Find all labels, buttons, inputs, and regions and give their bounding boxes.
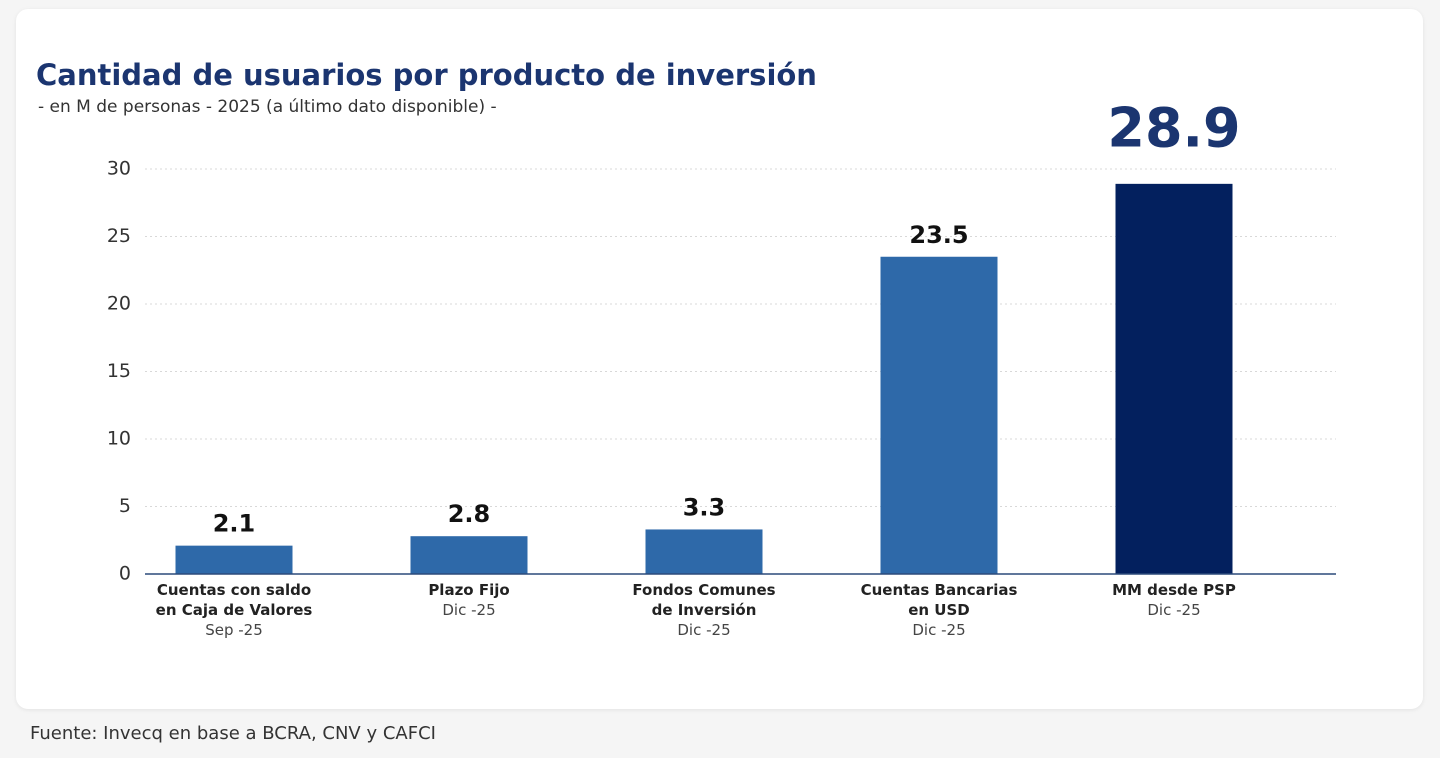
value-label: 23.5	[909, 221, 968, 249]
y-tick-label: 5	[119, 495, 131, 517]
category-date: Dic -25	[912, 621, 966, 639]
y-tick-label: 30	[107, 158, 131, 180]
category-name: Cuentas con saldo en Caja de Valores	[155, 581, 313, 619]
category-date: Dic -25	[1147, 601, 1201, 619]
category-date: Dic -25	[442, 601, 496, 619]
category-name: MM desde PSP	[1112, 581, 1236, 599]
value-label: 2.8	[448, 500, 491, 528]
value-label: 2.1	[213, 510, 256, 538]
category-name: Cuentas Bancarias en USD	[860, 581, 1018, 619]
source-note: Fuente: Invecq en base a BCRA, CNV y CAF…	[30, 723, 436, 744]
x-tick-label: Fondos Comunes de Inversión Dic -25	[624, 580, 784, 640]
chart-title: Cantidad de usuarios por producto de inv…	[36, 58, 817, 92]
chart-subtitle: - en M de personas - 2025 (a último dato…	[38, 97, 497, 117]
bar	[175, 545, 293, 574]
bar	[1115, 183, 1233, 574]
bar	[880, 256, 998, 574]
y-tick-label: 0	[119, 563, 131, 585]
x-tick-label: MM desde PSP Dic -25	[1094, 580, 1254, 620]
y-tick-label: 25	[107, 225, 131, 247]
category-date: Sep -25	[205, 621, 263, 639]
y-tick-label: 15	[107, 360, 131, 382]
category-name: Plazo Fijo	[428, 581, 510, 599]
category-name: Fondos Comunes de Inversión	[632, 581, 776, 619]
x-tick-label: Plazo Fijo Dic -25	[389, 580, 549, 620]
y-tick-label: 10	[107, 428, 131, 450]
x-tick-label: Cuentas con saldo en Caja de Valores Sep …	[154, 580, 314, 640]
bar	[645, 529, 763, 574]
x-tick-label: Cuentas Bancarias en USD Dic -25	[859, 580, 1019, 640]
value-label: 28.9	[1107, 96, 1240, 159]
category-date: Dic -25	[677, 621, 731, 639]
bar	[410, 536, 528, 574]
value-label: 3.3	[683, 493, 726, 521]
y-tick-label: 20	[107, 293, 131, 315]
